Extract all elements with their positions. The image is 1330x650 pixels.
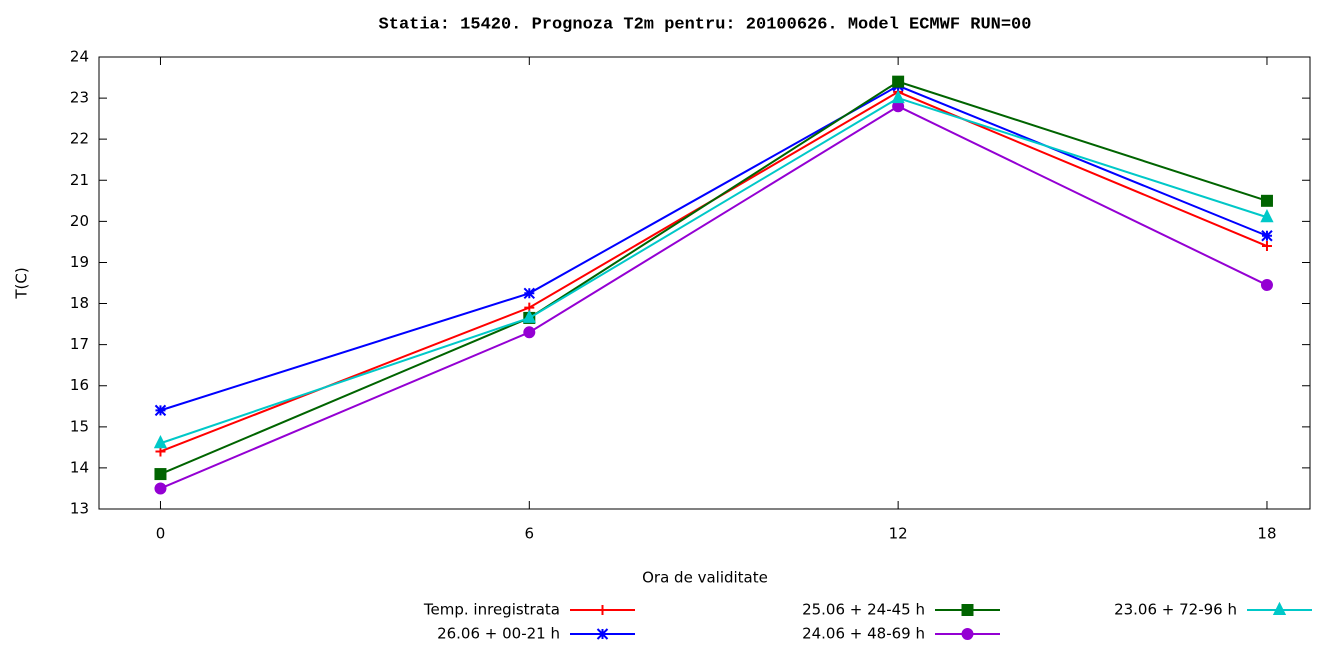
x-tick-label: 18	[1257, 525, 1276, 543]
legend-label: Temp. inregistrata	[423, 601, 560, 619]
marker	[154, 404, 167, 417]
legend-label: 23.06 + 72-96 h	[1114, 601, 1237, 619]
y-tick-label: 21	[70, 171, 89, 189]
x-tick-label: 0	[156, 525, 166, 543]
legend-marker	[961, 628, 974, 640]
y-tick-label: 22	[70, 130, 89, 148]
y-tick-label: 20	[70, 212, 89, 230]
x-axis-label: Ora de validitate	[642, 569, 768, 587]
series-line	[160, 90, 1268, 453]
legend-marker	[597, 605, 608, 615]
x-tick-label: 12	[889, 525, 908, 543]
y-tick-label: 15	[70, 417, 89, 435]
marker	[1260, 194, 1273, 207]
y-tick-label: 23	[70, 89, 89, 107]
marker	[892, 75, 905, 88]
marker	[522, 309, 536, 323]
y-tick-label: 24	[70, 48, 89, 66]
marker	[154, 482, 167, 495]
y-tick-label: 16	[70, 376, 89, 394]
marker	[891, 89, 905, 104]
chart-title: Statia: 15420. Prognoza T2m pentru: 2010…	[379, 15, 1032, 34]
y-tick-label: 14	[70, 458, 89, 476]
marker	[1261, 241, 1272, 252]
series-line	[160, 97, 1268, 445]
y-tick-label: 18	[70, 294, 89, 312]
marker	[523, 326, 536, 339]
legend-label: 24.06 + 48-69 h	[802, 625, 925, 643]
legend-marker	[961, 604, 974, 616]
series-line	[160, 84, 1268, 412]
marker	[523, 287, 536, 299]
marker	[1260, 209, 1274, 223]
legend-marker	[1272, 601, 1287, 615]
marker	[1261, 230, 1273, 242]
y-axis-label: T(C)	[13, 267, 31, 299]
marker	[1260, 279, 1273, 292]
series-line	[160, 105, 1268, 490]
legend-marker	[596, 628, 609, 640]
marker	[154, 468, 167, 481]
plot-frame	[98, 56, 1311, 510]
marker	[153, 435, 168, 449]
legend-label: 25.06 + 24-45 h	[802, 601, 925, 619]
series-line	[160, 80, 1268, 475]
y-tick-label: 13	[70, 500, 89, 518]
x-tick-label: 6	[525, 525, 535, 543]
y-tick-label: 17	[70, 335, 89, 353]
y-tick-label: 19	[70, 253, 89, 271]
legend-label: 26.06 + 00-21 h	[437, 625, 560, 643]
